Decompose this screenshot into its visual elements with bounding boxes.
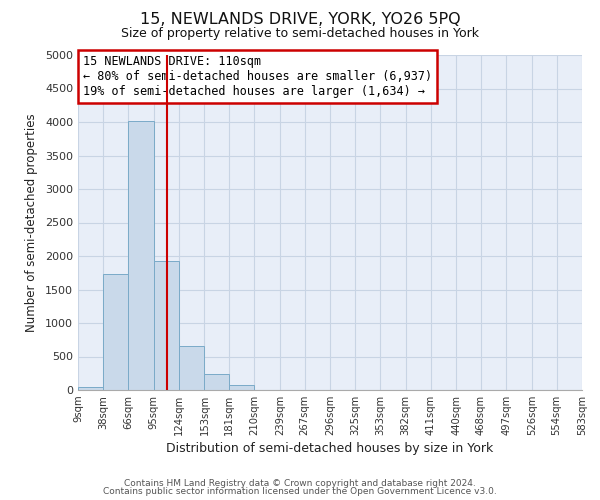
Text: 15, NEWLANDS DRIVE, YORK, YO26 5PQ: 15, NEWLANDS DRIVE, YORK, YO26 5PQ	[140, 12, 460, 28]
Bar	[205, 374, 229, 390]
Bar	[154, 260, 179, 390]
Text: 15 NEWLANDS DRIVE: 110sqm
← 80% of semi-detached houses are smaller (6,937)
19% : 15 NEWLANDS DRIVE: 110sqm ← 80% of semi-…	[83, 55, 432, 98]
Y-axis label: Number of semi-detached properties: Number of semi-detached properties	[25, 113, 38, 332]
Text: Contains public sector information licensed under the Open Government Licence v3: Contains public sector information licen…	[103, 487, 497, 496]
Text: Size of property relative to semi-detached houses in York: Size of property relative to semi-detach…	[121, 28, 479, 40]
Bar	[103, 274, 128, 390]
Bar	[78, 386, 103, 390]
Bar	[229, 384, 254, 390]
Text: Contains HM Land Registry data © Crown copyright and database right 2024.: Contains HM Land Registry data © Crown c…	[124, 478, 476, 488]
X-axis label: Distribution of semi-detached houses by size in York: Distribution of semi-detached houses by …	[166, 442, 494, 455]
Bar	[179, 346, 205, 390]
Bar	[128, 122, 154, 390]
